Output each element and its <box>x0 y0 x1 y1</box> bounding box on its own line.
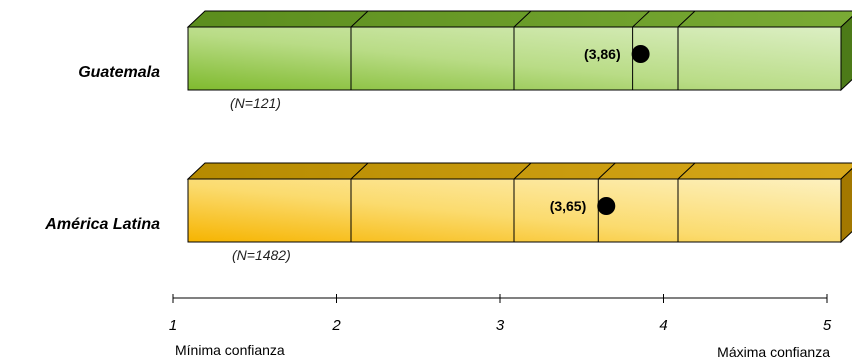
segment-divider-top <box>350 162 369 180</box>
x-axis-ticks: 1 2 3 4 5 <box>169 294 832 334</box>
value-marker-line-top <box>632 10 650 28</box>
segment-divider-top <box>513 10 532 28</box>
bar-top-face <box>186 10 852 28</box>
category-label: Guatemala <box>78 64 160 81</box>
bar-row: Guatemala (3,86) (N=121) <box>78 10 852 111</box>
segment-divider-top <box>677 162 696 180</box>
x-tick-label: 5 <box>823 317 832 334</box>
bar-top-face <box>186 162 852 180</box>
bar-row: América Latina (3,65) (N=1482) <box>44 162 852 263</box>
x-tick-label: 2 <box>331 317 341 334</box>
x-axis: 1 2 3 4 5 Mínima confianza Máxima confianza <box>169 294 832 360</box>
segment-divider-top <box>513 162 532 180</box>
value-dot <box>597 197 616 215</box>
value-marker-line-top <box>597 162 616 180</box>
segment-divider-top <box>350 10 369 28</box>
x-tick-label: 1 <box>169 317 177 334</box>
axis-min-label: Mínima confianza <box>175 342 285 358</box>
segment-divider-top <box>677 10 696 28</box>
bar-rows: Guatemala (3,86) (N=121) América Latina (3,6… <box>44 10 852 263</box>
value-label: (3,65) <box>550 198 587 214</box>
value-label: (3,86) <box>584 46 621 62</box>
category-label: América Latina <box>44 216 160 233</box>
sample-size-label: (N=1482) <box>232 247 291 263</box>
value-dot <box>631 45 650 63</box>
x-tick-label: 4 <box>659 317 667 334</box>
axis-max-label: Máxima confianza <box>717 344 830 360</box>
x-tick-label: 3 <box>496 317 505 334</box>
sample-size-label: (N=121) <box>230 95 281 111</box>
